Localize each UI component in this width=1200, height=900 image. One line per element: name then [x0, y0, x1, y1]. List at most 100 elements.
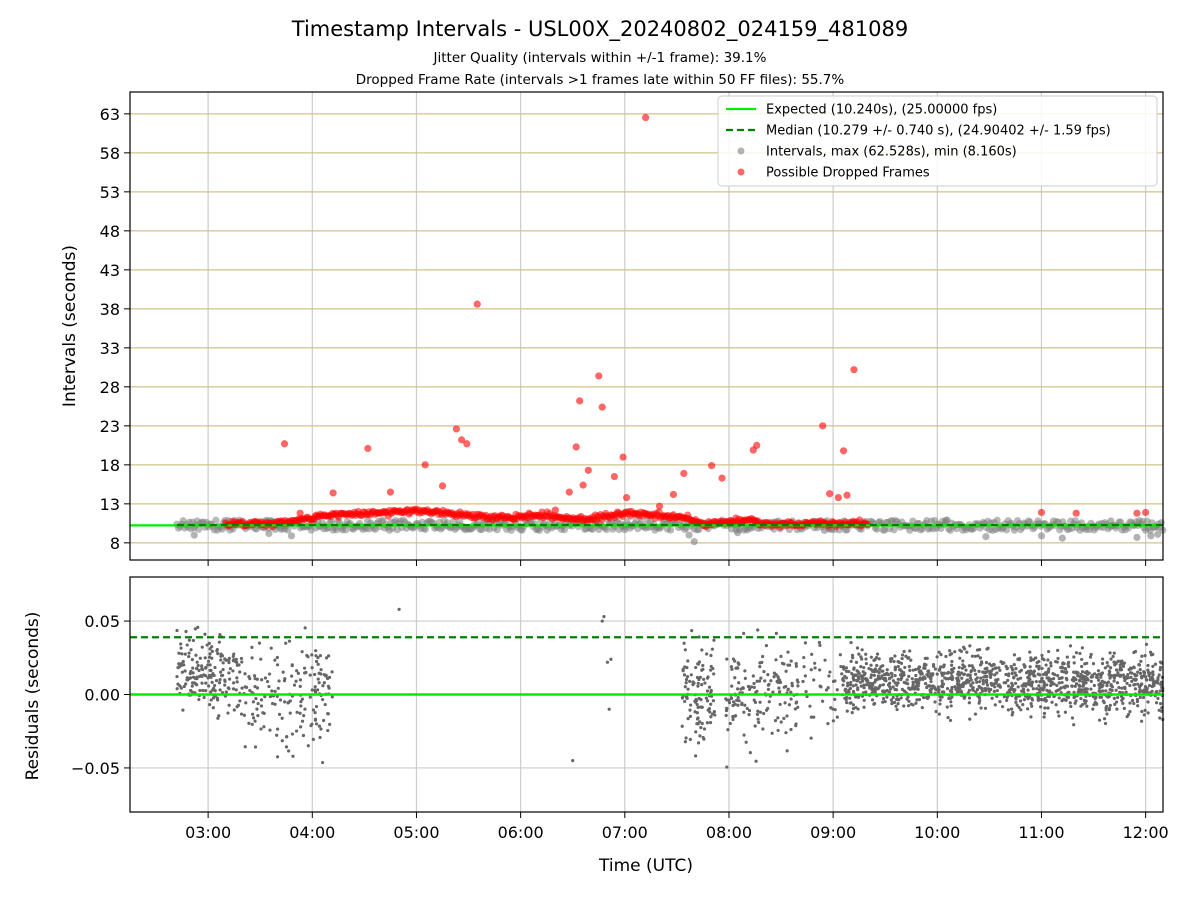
residual-point [571, 758, 575, 763]
residual-point [893, 673, 897, 678]
residual-point [1049, 677, 1053, 682]
residual-point [730, 684, 734, 688]
residual-point [766, 687, 771, 691]
residual-point [686, 687, 690, 691]
residual-point [855, 646, 860, 650]
residual-point [247, 721, 251, 725]
residual-point [796, 705, 800, 709]
residual-point [294, 679, 298, 683]
residual-point [995, 689, 999, 693]
residual-point [189, 688, 193, 693]
residual-point [1138, 695, 1142, 699]
residual-point [244, 701, 248, 705]
residuals-x-tick-label: 06:00 [498, 823, 544, 842]
residual-point [859, 665, 863, 669]
residual-point [278, 698, 283, 702]
residual-point [682, 673, 687, 677]
residual-point [1132, 683, 1136, 687]
residual-point [946, 670, 951, 674]
residuals-x-tick-label: 07:00 [602, 823, 648, 842]
residual-point [905, 678, 909, 682]
residual-point [1072, 690, 1076, 694]
residual-point [986, 669, 990, 673]
residual-point [1085, 690, 1089, 694]
residual-point [696, 741, 701, 745]
residual-point [950, 695, 954, 699]
residual-point [702, 677, 706, 681]
legend-intervals-marker [737, 147, 745, 155]
residual-point [916, 667, 920, 671]
residual-point [743, 669, 747, 673]
residual-point [897, 660, 901, 664]
residual-point [869, 663, 873, 667]
residual-point [200, 664, 204, 668]
residual-point [893, 681, 897, 685]
residual-point [1157, 673, 1161, 677]
intervals-y-tick-label: 38 [100, 300, 120, 319]
residual-point [1050, 680, 1054, 684]
residual-point [841, 666, 846, 670]
residual-point [216, 716, 220, 720]
dropped-frame-point [572, 443, 580, 451]
residual-point [1060, 669, 1064, 674]
residual-point [1027, 682, 1031, 686]
residual-point [763, 679, 767, 683]
residual-point [252, 674, 257, 678]
residual-point [1054, 689, 1058, 693]
dropped-frame-point [850, 366, 858, 374]
dropped-frame-point [473, 300, 481, 308]
residual-point [793, 707, 797, 711]
residual-point [1139, 659, 1143, 663]
residual-point [977, 669, 981, 673]
residual-point [705, 652, 709, 656]
residual-point [777, 686, 781, 690]
residual-point [196, 625, 200, 629]
residual-point [205, 643, 209, 647]
dropped-frame-point [329, 489, 337, 497]
residual-point [753, 724, 757, 728]
residual-point [1105, 681, 1109, 685]
residual-point [182, 663, 186, 667]
residual-point [180, 652, 184, 656]
residual-point [183, 652, 187, 656]
residual-point [955, 682, 960, 686]
dropped-frame-point [565, 488, 573, 496]
residual-point [256, 701, 260, 706]
residual-point [839, 664, 843, 669]
residual-point [303, 671, 307, 675]
residual-point [310, 653, 314, 657]
residuals-y-label: Residuals (seconds) [23, 612, 43, 781]
residual-point [885, 668, 889, 672]
residual-point [862, 705, 866, 709]
residual-point [255, 686, 260, 690]
residual-point [1154, 690, 1158, 694]
residual-point [931, 662, 936, 667]
residual-point [234, 657, 238, 661]
residual-point [973, 668, 977, 672]
residual-point [1142, 713, 1146, 717]
residual-point [789, 690, 793, 694]
residual-point [175, 675, 179, 679]
residual-point [1027, 676, 1031, 681]
intervals-y-tick-label: 33 [100, 339, 120, 358]
residual-point [790, 681, 794, 685]
residual-point [1079, 696, 1083, 701]
residual-point [1044, 673, 1048, 677]
residual-point [1154, 701, 1159, 705]
residual-point [223, 683, 227, 687]
residual-point [1081, 683, 1086, 688]
residual-point [294, 729, 299, 733]
dropped-frame-point [826, 490, 834, 498]
residual-point [895, 683, 899, 687]
residual-point [1046, 670, 1051, 674]
residual-point [941, 682, 945, 686]
residual-point [1035, 687, 1039, 691]
residual-point [1100, 671, 1104, 675]
residual-point [775, 679, 779, 683]
residual-point [184, 682, 188, 686]
residual-point [881, 697, 886, 701]
residual-point [224, 690, 228, 694]
residual-point [711, 699, 716, 703]
residual-point [1148, 650, 1153, 654]
residuals-y-ticks: 0.05 0.00 −0.05 [71, 612, 130, 778]
